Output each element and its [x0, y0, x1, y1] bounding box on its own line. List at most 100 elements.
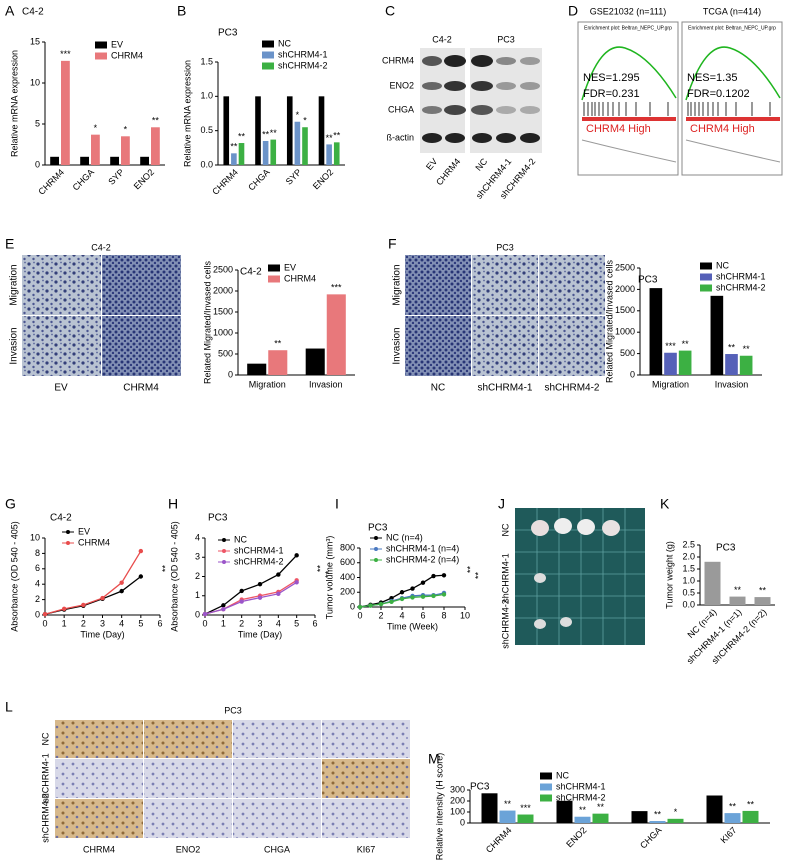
- y-tick-label: 1.0: [682, 575, 695, 585]
- bar: [649, 288, 663, 375]
- gsea-label: CHRM4 High: [586, 123, 651, 135]
- chart-title: PC3: [218, 28, 238, 39]
- x-tick-label: SYP: [106, 167, 126, 187]
- y-tick-label: 0.0: [200, 159, 213, 169]
- legend-swatch: [268, 275, 280, 283]
- y-axis-label: Relative mRNA expression: [182, 60, 192, 167]
- point: [221, 603, 226, 608]
- y-tick-label: 10: [30, 532, 40, 542]
- y-tick-label: 0.0: [682, 599, 695, 609]
- bar: [302, 127, 308, 165]
- bar: [724, 813, 741, 823]
- bar: [326, 294, 346, 375]
- point: [257, 595, 263, 600]
- line: [44, 575, 142, 615]
- point: [276, 591, 281, 597]
- bar: [326, 144, 332, 165]
- point: [431, 593, 436, 599]
- x-axis-label: Time (Day): [238, 629, 282, 639]
- significance: **: [160, 565, 170, 573]
- legend-swatch: [262, 40, 274, 48]
- row-label: shCHRM4-2: [500, 599, 510, 649]
- panel-letter: D: [568, 3, 578, 19]
- legend-label: shCHRM4-1: [556, 781, 606, 791]
- gsea-fdr: FDR=0.231: [583, 88, 640, 100]
- panel-letter: A: [5, 3, 15, 19]
- legend-swatch: [700, 273, 712, 281]
- bar: [739, 355, 753, 375]
- y-tick-label: 2.5: [682, 539, 695, 549]
- x-tick-label: 2: [378, 610, 383, 620]
- blot-image: [420, 48, 542, 153]
- bar: [238, 143, 245, 165]
- bar: [247, 363, 267, 375]
- bar: [50, 156, 59, 165]
- lane-label: NC: [473, 156, 489, 173]
- chart-title: C4-2: [240, 267, 262, 278]
- legend-swatch: [95, 52, 107, 60]
- significance: **: [728, 342, 736, 352]
- legend-label: NC: [278, 38, 291, 48]
- significance: **: [747, 799, 755, 809]
- significance: ***: [520, 803, 531, 813]
- bar: [270, 139, 277, 165]
- y-tick-label: 0: [35, 159, 40, 169]
- gsea-nes: NES=1.295: [583, 72, 640, 84]
- point: [138, 548, 144, 554]
- legend-swatch: [268, 264, 280, 272]
- y-tick-label: 200: [340, 587, 355, 597]
- y-tick-label: 1000: [213, 327, 233, 337]
- point: [294, 580, 299, 585]
- x-tick-label: 1: [221, 618, 226, 628]
- y-tick-label: 1.5: [682, 563, 695, 573]
- legend-label: CHRM4: [111, 50, 143, 60]
- panel-title: PC3: [224, 705, 242, 715]
- bar: [305, 348, 325, 375]
- bar: [110, 156, 119, 165]
- significance: **: [743, 344, 751, 354]
- legend-label: CHRM4: [284, 273, 316, 283]
- significance: *: [94, 123, 98, 133]
- ihc-images: [55, 720, 410, 838]
- significance: **: [579, 805, 587, 815]
- gsea-label: CHRM4 High: [690, 123, 755, 135]
- bar: [80, 156, 89, 165]
- chart-title: C4-2: [50, 513, 72, 524]
- legend-marker: [66, 530, 70, 534]
- bar: [729, 596, 746, 605]
- row-label: NC: [500, 523, 510, 536]
- significance: **: [230, 142, 238, 152]
- column-label: EV: [54, 383, 68, 394]
- y-tick-label: 2000: [615, 284, 635, 294]
- y-axis-label: Relative intensity (H score): [434, 753, 444, 861]
- column-label: CHRM4: [83, 844, 115, 854]
- legend-swatch: [700, 262, 712, 270]
- bar: [91, 134, 100, 165]
- gsea-plot-title: Enrichment plot: Beltran_NEPC_UP.grp: [584, 25, 672, 31]
- y-tick-label: 15: [30, 36, 40, 46]
- bar: [294, 121, 301, 165]
- y-tick-label: 0: [35, 609, 40, 619]
- point: [239, 599, 244, 604]
- bar: [556, 800, 573, 823]
- legend-marker: [222, 549, 226, 553]
- x-tick-label: 5: [294, 618, 299, 628]
- x-tick-label: 0: [357, 610, 362, 620]
- legend-swatch: [540, 772, 552, 780]
- y-tick-label: 2.0: [682, 551, 695, 561]
- point: [100, 595, 105, 601]
- y-tick-label: 2: [35, 594, 40, 604]
- bar: [121, 136, 130, 165]
- y-tick-label: 5: [35, 118, 40, 128]
- y-axis-label: Tumor weight (g): [664, 541, 674, 609]
- line: [204, 581, 298, 615]
- chart-title: C4-2: [22, 7, 44, 18]
- bar: [318, 96, 325, 165]
- bar: [664, 352, 677, 375]
- x-tick-label: 2: [81, 618, 86, 628]
- y-tick-label: 500: [218, 348, 233, 358]
- row-label: NC: [40, 732, 50, 745]
- y-tick-label: 0: [228, 369, 233, 379]
- significance: **: [333, 131, 341, 141]
